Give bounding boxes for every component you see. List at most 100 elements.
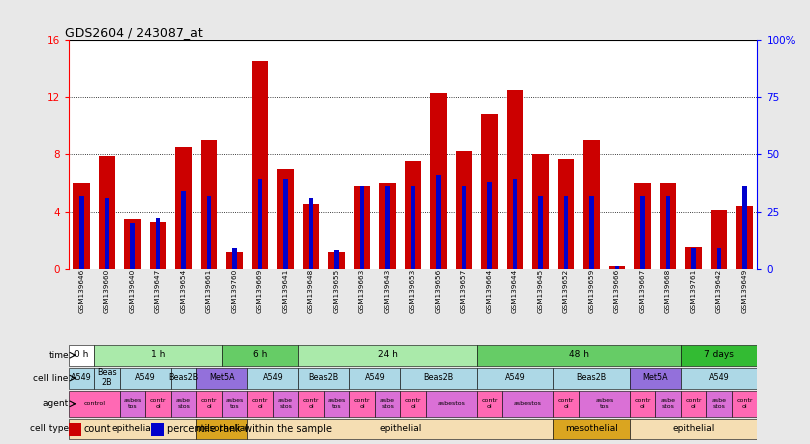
Bar [247, 368, 298, 388]
Bar [553, 419, 630, 439]
Bar [681, 391, 706, 417]
Text: GSM139663: GSM139663 [359, 269, 365, 313]
Bar [226, 252, 243, 269]
Text: asbes
tos: asbes tos [123, 398, 142, 408]
Text: contr
ol: contr ol [201, 398, 217, 408]
Bar [579, 391, 630, 417]
Bar [94, 345, 222, 366]
Bar [196, 419, 247, 439]
Bar [247, 391, 273, 417]
Bar [666, 195, 671, 269]
Bar [477, 391, 502, 417]
Text: asbe
stos: asbe stos [661, 398, 676, 408]
Bar [120, 391, 145, 417]
Bar [477, 345, 681, 366]
Text: mesothelial: mesothelial [195, 424, 249, 433]
Bar [104, 198, 109, 269]
Bar [507, 90, 523, 269]
Text: contr
ol: contr ol [303, 398, 319, 408]
Bar [685, 247, 702, 269]
Bar [145, 391, 171, 417]
Bar [232, 248, 237, 269]
Text: GSM139644: GSM139644 [512, 269, 518, 313]
Text: contr
ol: contr ol [354, 398, 370, 408]
Bar [222, 345, 298, 366]
Bar [553, 368, 630, 388]
Text: asbe
stos: asbe stos [380, 398, 395, 408]
Text: asbestos: asbestos [437, 401, 465, 406]
Bar [513, 179, 518, 269]
Bar [150, 222, 166, 269]
Text: GSM139668: GSM139668 [665, 269, 671, 313]
Bar [247, 419, 553, 439]
Bar [558, 159, 574, 269]
Text: GSM139653: GSM139653 [410, 269, 416, 313]
Bar [430, 93, 447, 269]
Bar [360, 186, 364, 269]
Bar [706, 391, 732, 417]
Text: asbe
stos: asbe stos [712, 398, 727, 408]
Bar [630, 368, 681, 388]
Bar [553, 391, 579, 417]
Bar [456, 151, 472, 269]
Text: agent: agent [43, 399, 69, 408]
Bar [156, 218, 160, 269]
Bar [171, 368, 196, 388]
Bar [681, 345, 757, 366]
Bar [130, 223, 135, 269]
Text: Beas2B: Beas2B [168, 373, 198, 382]
Bar [691, 248, 696, 269]
Text: contr
ol: contr ol [252, 398, 268, 408]
Text: time: time [49, 351, 69, 360]
Bar [298, 345, 477, 366]
Text: asbes
tos: asbes tos [327, 398, 346, 408]
Bar [400, 368, 477, 388]
Text: GSM139760: GSM139760 [232, 269, 237, 313]
Bar [94, 368, 120, 388]
Bar [298, 391, 324, 417]
Bar [201, 140, 217, 269]
Text: Met5A: Met5A [209, 373, 235, 382]
Bar [79, 195, 84, 269]
Bar [196, 391, 222, 417]
Bar [298, 368, 349, 388]
Bar [681, 368, 757, 388]
Text: GDS2604 / 243087_at: GDS2604 / 243087_at [66, 26, 203, 39]
Text: A549: A549 [262, 373, 284, 382]
Bar [252, 61, 268, 269]
Text: 7 days: 7 days [704, 350, 734, 359]
Bar [258, 179, 262, 269]
Text: Met5A: Met5A [642, 373, 668, 382]
Bar [328, 252, 345, 269]
Text: contr
ol: contr ol [405, 398, 421, 408]
Text: control: control [83, 401, 105, 406]
Text: Beas2B: Beas2B [309, 373, 339, 382]
Bar [564, 195, 569, 269]
Bar [354, 186, 370, 269]
Text: mesothelial: mesothelial [565, 424, 618, 433]
Text: GSM139660: GSM139660 [104, 269, 110, 313]
Text: A549: A549 [709, 373, 730, 382]
Bar [711, 210, 727, 269]
Text: contr
ol: contr ol [685, 398, 701, 408]
Bar [171, 391, 196, 417]
Text: GSM139641: GSM139641 [283, 269, 288, 313]
Text: GSM139649: GSM139649 [742, 269, 748, 313]
Bar [736, 206, 752, 269]
Text: GSM139667: GSM139667 [640, 269, 646, 313]
Bar [462, 186, 467, 269]
Bar [426, 391, 477, 417]
Text: Beas
2B: Beas 2B [97, 368, 117, 387]
Bar [609, 266, 625, 269]
Bar [273, 391, 298, 417]
Text: GSM139643: GSM139643 [385, 269, 390, 313]
Bar [303, 204, 319, 269]
Text: A549: A549 [505, 373, 526, 382]
Text: GSM139654: GSM139654 [181, 269, 186, 313]
Bar [69, 345, 94, 366]
Bar [349, 391, 375, 417]
Bar [69, 419, 196, 439]
Bar [732, 391, 757, 417]
Text: A549: A549 [135, 373, 156, 382]
Bar [175, 147, 192, 269]
